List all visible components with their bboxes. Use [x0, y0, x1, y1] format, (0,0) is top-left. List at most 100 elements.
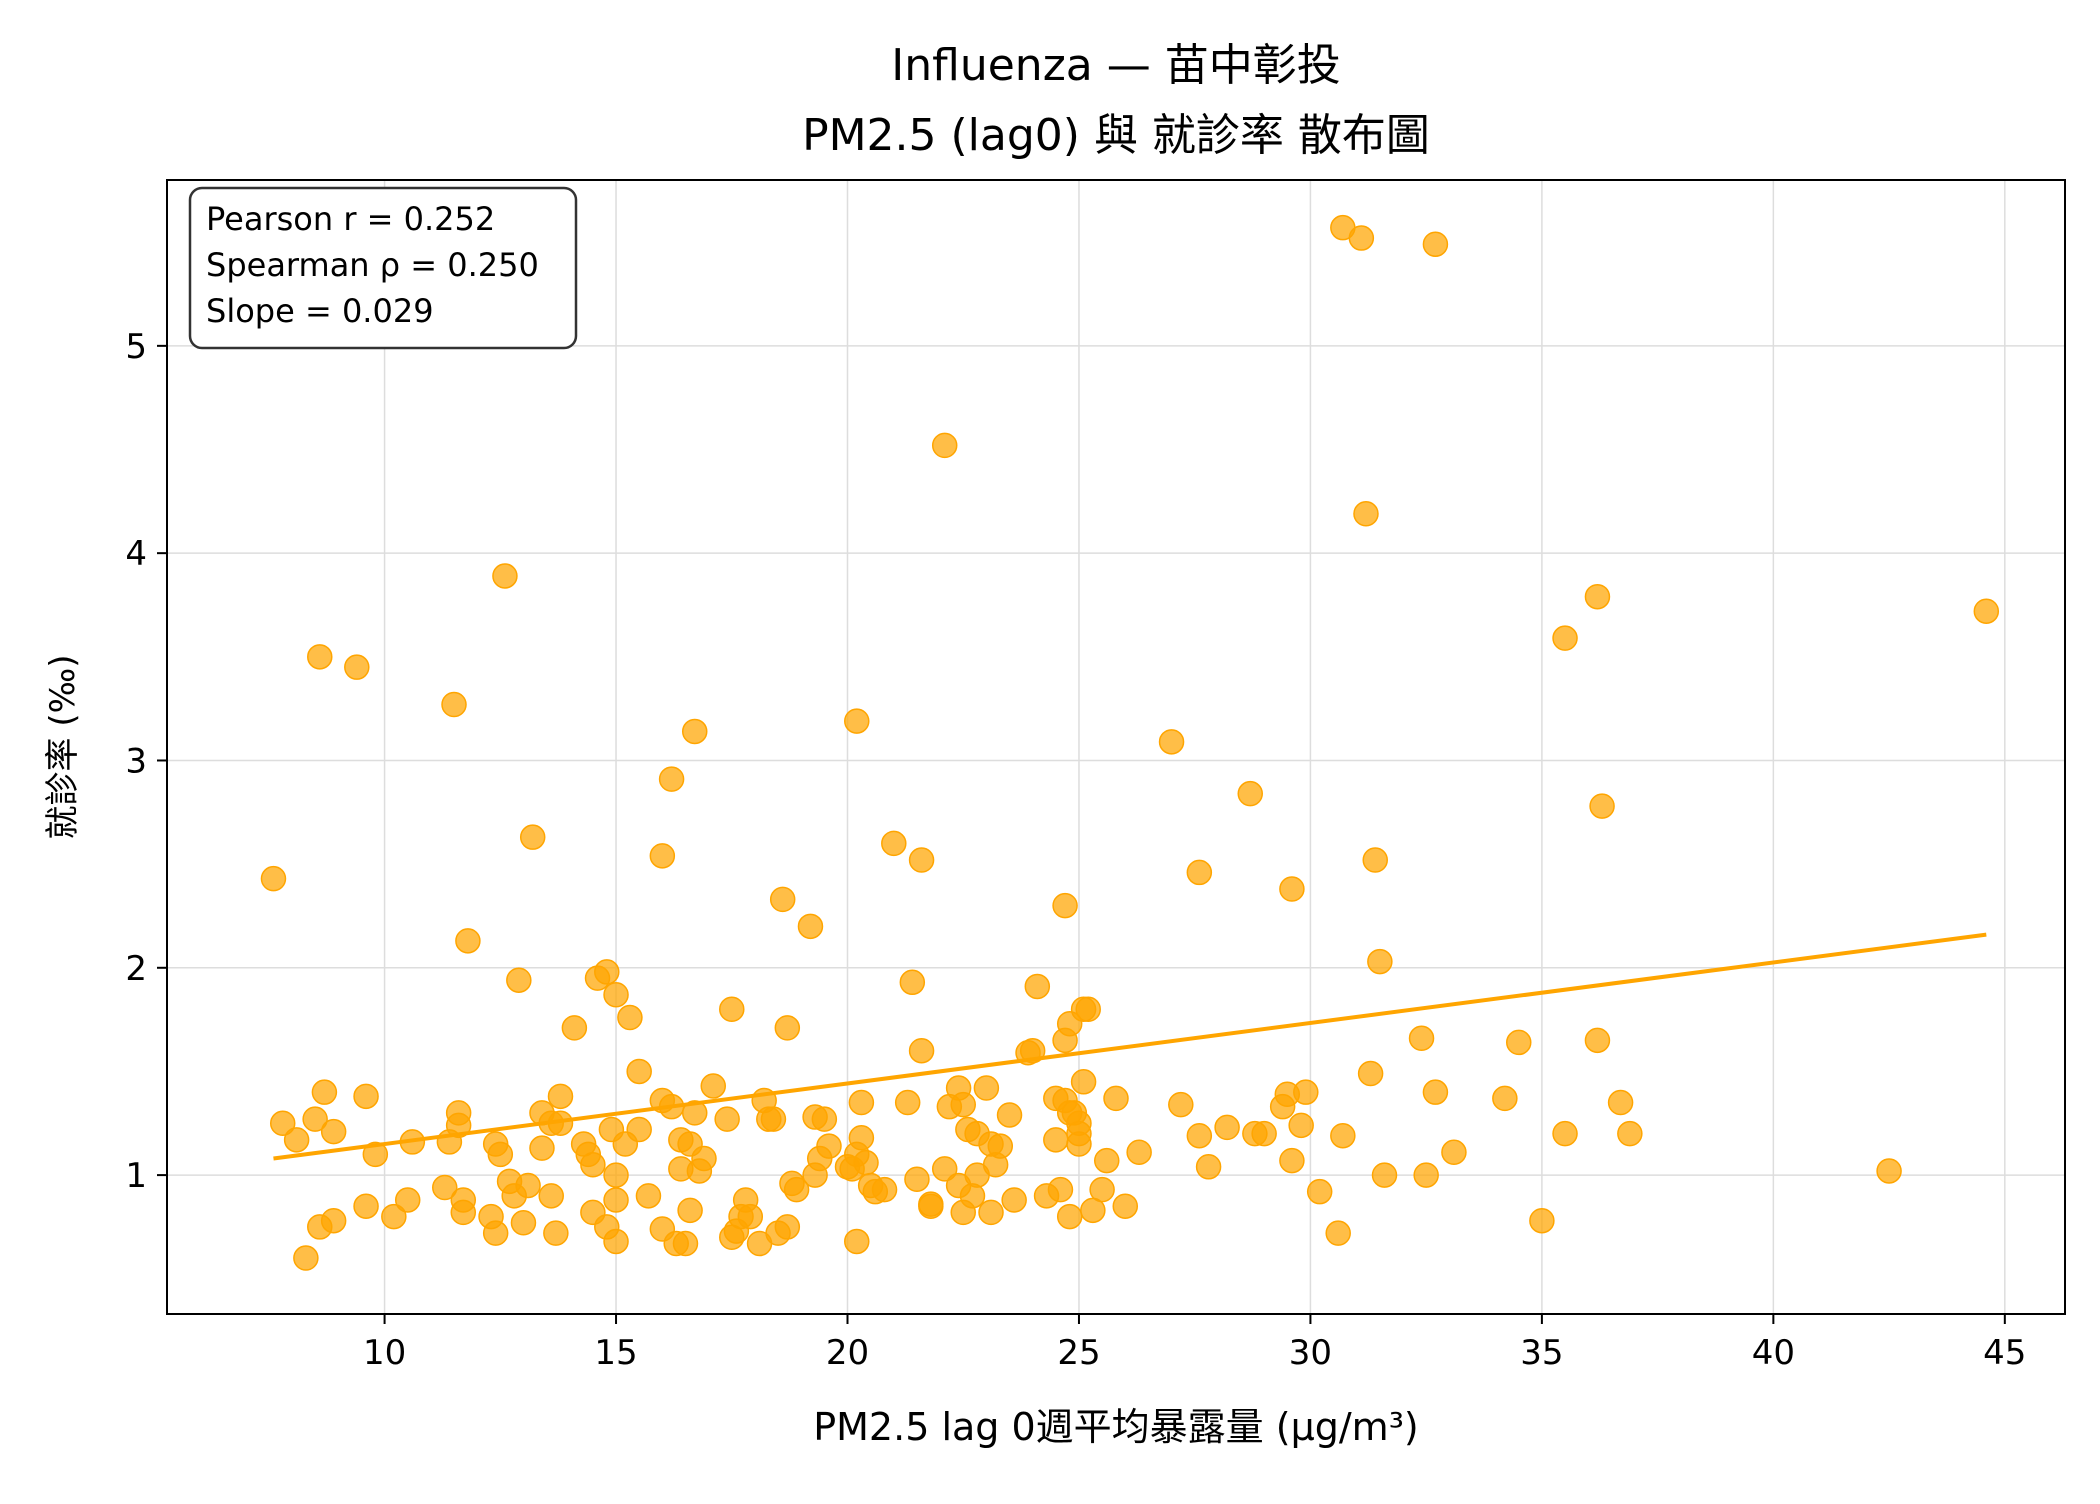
- data-point: [1279, 1147, 1305, 1174]
- data-point: [719, 996, 745, 1023]
- data-point: [908, 847, 935, 873]
- data-point: [1001, 1187, 1027, 1213]
- data-point: [311, 1079, 338, 1105]
- data-point: [1112, 1193, 1139, 1219]
- data-point: [769, 886, 796, 913]
- data-point: [844, 1228, 870, 1255]
- data-point: [594, 959, 620, 985]
- x-tick-label: 25: [1057, 1333, 1100, 1373]
- data-point: [1043, 1127, 1069, 1153]
- grid-lines: [167, 180, 2065, 1314]
- data-point: [1047, 1176, 1074, 1203]
- data-point: [950, 1091, 976, 1118]
- data-point: [714, 1106, 740, 1132]
- data-point: [1052, 892, 1078, 919]
- chart-title-line-1: Influenza — 苗中彰投: [891, 40, 1340, 91]
- data-point: [1070, 1069, 1097, 1095]
- data-point: [881, 830, 907, 857]
- data-point: [1093, 1147, 1120, 1174]
- data-point: [908, 1037, 935, 1064]
- data-point: [381, 1203, 407, 1230]
- data-point: [1186, 1122, 1213, 1149]
- x-axis-label: PM2.5 lag 0週平均暴露量 (μg/m³): [813, 1405, 1419, 1449]
- data-point: [1348, 225, 1375, 251]
- stats-box-frame: [188, 186, 578, 350]
- x-tick-label: 10: [363, 1333, 406, 1373]
- data-point: [1367, 948, 1393, 975]
- y-tick-label: 2: [125, 949, 147, 989]
- data-point: [737, 1203, 764, 1230]
- data-point: [1584, 1027, 1611, 1054]
- data-point: [307, 644, 333, 670]
- data-point: [871, 1176, 898, 1203]
- data-point: [783, 1176, 810, 1203]
- data-point: [844, 708, 870, 734]
- data-point: [492, 563, 518, 589]
- data-point: [260, 865, 287, 892]
- y-tick-label: 1: [125, 1156, 147, 1196]
- data-point: [547, 1110, 574, 1137]
- data-point: [293, 1245, 319, 1271]
- data-point: [691, 1145, 717, 1172]
- data-point: [1552, 1120, 1578, 1147]
- data-point: [455, 928, 481, 954]
- stats-pearson: Pearson r = 0.252: [206, 200, 495, 238]
- chart-title-line-2: PM2.5 (lag0) 與 就診率 散布圖: [802, 110, 1430, 161]
- data-point: [1325, 1220, 1351, 1246]
- y-axis-ticks: 1 2 3 4 5: [125, 327, 167, 1196]
- y-tick-label: 4: [125, 534, 147, 574]
- data-point: [626, 1058, 652, 1085]
- data-point: [918, 1191, 944, 1217]
- data-point: [973, 1075, 1000, 1101]
- data-point: [677, 1197, 703, 1224]
- data-point: [1876, 1158, 1902, 1184]
- x-axis-ticks: 10 15 20 25 30 35 40 45: [363, 1314, 2026, 1373]
- y-axis-label: 就診率 (‰): [43, 655, 83, 840]
- data-point: [450, 1199, 477, 1226]
- data-point: [538, 1183, 564, 1209]
- x-tick-label: 45: [1983, 1333, 2026, 1373]
- data-point: [774, 1015, 801, 1041]
- data-point: [1168, 1091, 1194, 1118]
- data-point: [811, 1106, 838, 1132]
- stats-spearman: Spearman ρ = 0.250: [206, 246, 539, 284]
- data-point: [774, 1214, 801, 1240]
- data-point: [1371, 1162, 1398, 1188]
- data-points: [260, 214, 2000, 1271]
- data-point: [1019, 1037, 1046, 1064]
- data-point: [1237, 780, 1263, 807]
- data-point: [681, 718, 708, 745]
- data-point: [1066, 1131, 1092, 1157]
- data-point: [394, 1187, 421, 1213]
- data-point: [899, 969, 926, 996]
- data-point: [1422, 231, 1449, 258]
- plot-area-frame: [166, 179, 2066, 1315]
- data-point: [1056, 1203, 1083, 1230]
- data-point: [848, 1089, 875, 1116]
- x-tick-label: 15: [594, 1333, 637, 1373]
- data-point: [978, 1199, 1004, 1226]
- data-point: [1306, 1178, 1333, 1205]
- data-point: [283, 1127, 310, 1153]
- data-point: [1422, 1079, 1449, 1105]
- data-point: [344, 654, 370, 680]
- data-point: [432, 1174, 458, 1201]
- data-point: [1251, 1120, 1277, 1147]
- data-point: [441, 691, 467, 718]
- data-point: [797, 913, 824, 940]
- data-point: [931, 432, 958, 459]
- data-point: [1441, 1139, 1467, 1166]
- data-point: [399, 1129, 426, 1155]
- data-point: [848, 1125, 875, 1151]
- data-point: [700, 1073, 727, 1099]
- data-point: [1126, 1139, 1152, 1166]
- data-point: [519, 824, 546, 850]
- data-point: [959, 1183, 986, 1209]
- data-point: [1413, 1162, 1439, 1188]
- data-point: [1362, 847, 1388, 873]
- stats-box: Pearson r = 0.252 Spearman ρ = 0.250 Slo…: [188, 186, 578, 350]
- data-point: [561, 1015, 588, 1041]
- data-point: [1357, 1060, 1384, 1087]
- data-point: [987, 1133, 1014, 1159]
